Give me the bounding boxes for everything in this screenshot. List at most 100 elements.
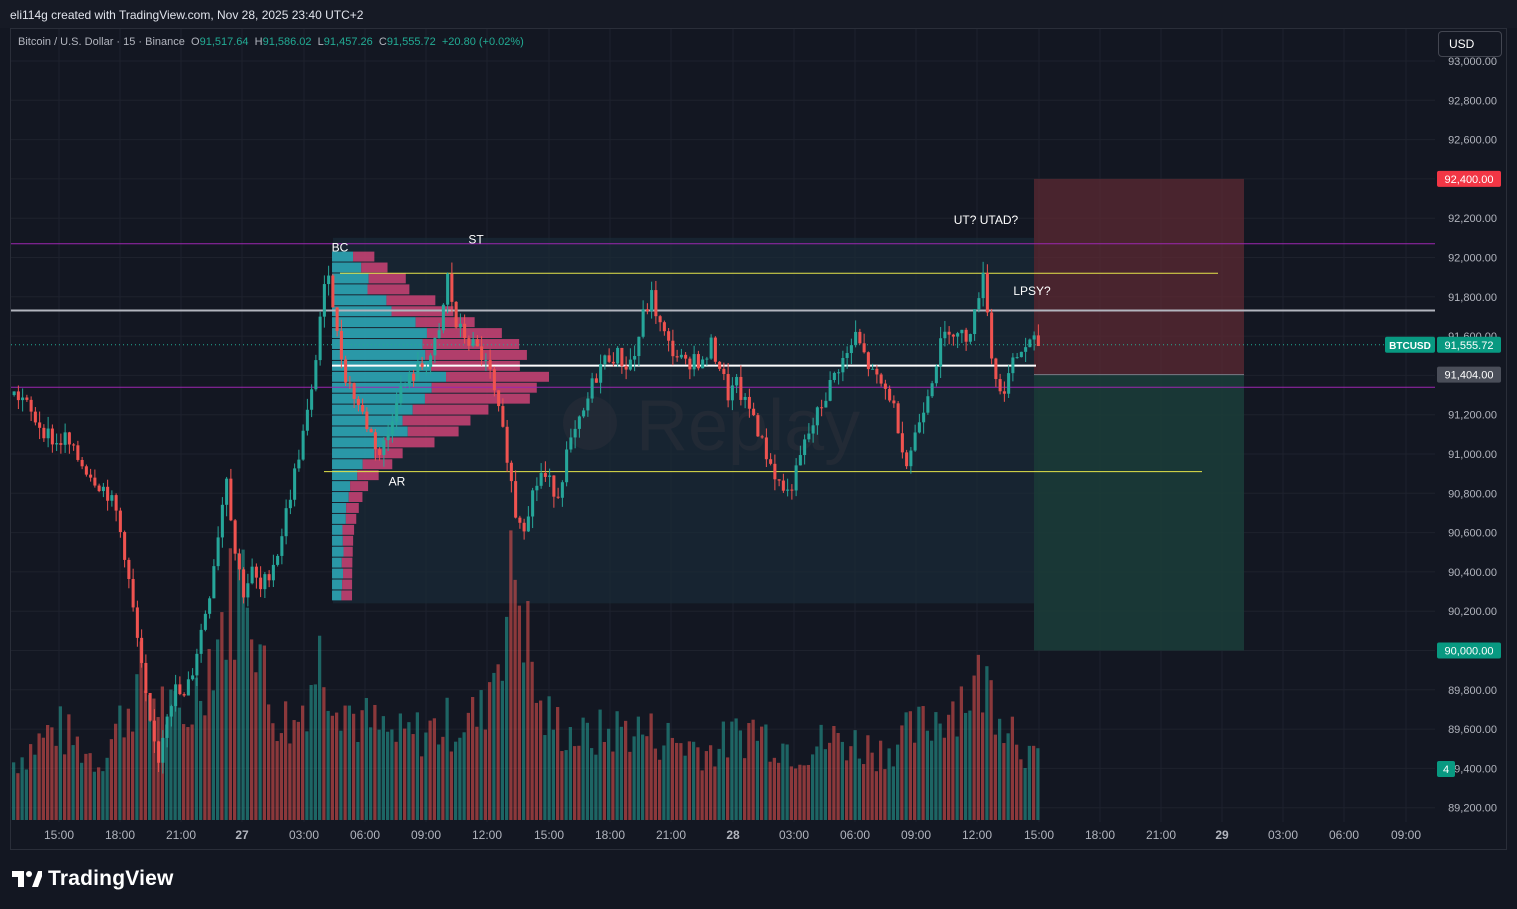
volume-bar — [590, 748, 594, 820]
low-label: L — [317, 36, 324, 48]
price-tick-label: 92,200.00 — [1448, 213, 1497, 225]
candle-body — [344, 359, 348, 383]
candle-body — [152, 720, 156, 742]
volume-bar — [517, 605, 521, 820]
volume-bar — [54, 745, 58, 820]
candle-body — [463, 323, 467, 339]
candle-body — [713, 337, 717, 362]
candle-body — [390, 421, 394, 435]
volume-bar — [568, 727, 572, 820]
time-tick-label: 12:00 — [472, 828, 502, 842]
vp-down-bar — [342, 535, 354, 546]
vp-up-bar — [332, 273, 369, 284]
candle-body — [815, 407, 819, 426]
candle-body — [1011, 357, 1015, 374]
top-bar: eli114g created with TradingView.com, No… — [0, 0, 1517, 28]
volume-bar — [670, 737, 674, 820]
vp-down-bar — [341, 557, 353, 568]
vp-down-bar — [374, 448, 403, 459]
vp-down-bar — [431, 382, 537, 393]
volume-bar — [126, 708, 130, 820]
price-tick-label: 91,000.00 — [1448, 449, 1497, 461]
volume-bar — [530, 661, 534, 820]
candle-body — [212, 566, 216, 599]
candle-body — [250, 566, 254, 584]
annotation-label: UT? UTAD? — [954, 213, 1019, 227]
candle-body — [114, 495, 118, 511]
candle-body — [305, 409, 309, 431]
volume-bar — [428, 720, 432, 820]
volume-bar — [730, 721, 734, 820]
price-tick-label: 90,800.00 — [1448, 488, 1497, 500]
volume-bar — [313, 684, 317, 820]
time-tick-label: 06:00 — [840, 828, 870, 842]
vp-up-bar — [332, 317, 416, 328]
volume-bar — [58, 706, 62, 820]
time-tick-label: 03:00 — [289, 828, 319, 842]
price-badge — [1437, 336, 1501, 353]
candle-body — [1024, 347, 1028, 352]
time-tick-label: 15:00 — [1024, 828, 1054, 842]
volume-bar — [777, 762, 781, 820]
volume-bar — [1036, 748, 1040, 820]
volume-bar — [1019, 759, 1023, 820]
time-tick-label: 28 — [726, 828, 740, 842]
candle-body — [454, 301, 458, 328]
candle-body — [858, 331, 862, 344]
volume-bar — [33, 754, 37, 820]
volume-bar — [288, 743, 292, 820]
candle-body — [480, 346, 484, 361]
volume-bar — [913, 742, 917, 820]
candle-body — [424, 366, 428, 368]
vp-up-bar — [332, 349, 426, 360]
volume-bar — [284, 701, 288, 820]
volume-bar — [347, 705, 351, 820]
close-label: C — [378, 36, 387, 48]
volume-bar — [479, 690, 483, 820]
candle-body — [628, 359, 632, 370]
price-badge-text: 91,555.72 — [1445, 340, 1494, 352]
volume-bar — [832, 725, 836, 820]
volume-bar — [369, 727, 373, 820]
volume-bar — [772, 757, 776, 820]
volume-bar — [415, 712, 419, 820]
candle-body — [756, 415, 760, 437]
volume-bar — [738, 730, 742, 820]
annotation-label: LPSY? — [1013, 284, 1051, 298]
level-lines — [11, 243, 1435, 473]
candle-body — [327, 275, 331, 285]
vp-down-bar — [402, 415, 471, 426]
candle-body — [590, 378, 594, 399]
volume-bar — [879, 740, 883, 820]
vp-up-bar — [332, 535, 343, 546]
time-tick-label: 18:00 — [105, 828, 135, 842]
volume-bar — [20, 757, 24, 820]
candle-body — [50, 428, 54, 445]
vp-down-bar — [342, 524, 355, 535]
candle-body — [837, 372, 841, 374]
candle-body — [1007, 373, 1011, 394]
vp-down-bar — [422, 339, 520, 349]
candle-body — [297, 459, 301, 469]
currency-button[interactable]: USD — [1438, 31, 1502, 57]
candle-body — [33, 411, 37, 423]
volume-bar — [853, 730, 857, 820]
time-tick-label: 03:00 — [779, 828, 809, 842]
vp-up-bar — [332, 371, 447, 382]
candle-body — [67, 432, 71, 445]
volume-bar — [785, 744, 789, 820]
candle-body — [684, 354, 688, 359]
candle-body — [471, 339, 475, 346]
volume-bar — [959, 686, 963, 820]
vp-down-bar — [424, 393, 530, 404]
volume-bar — [114, 723, 118, 820]
vp-down-bar — [407, 426, 459, 437]
candle-body — [42, 427, 46, 439]
volume-bar — [165, 724, 169, 820]
tradingview-brand[interactable]: TradingView — [12, 867, 174, 890]
candle-body — [46, 428, 50, 439]
volume-bar — [649, 713, 653, 820]
change-value: +20.80 (+0.02%) — [441, 36, 524, 48]
candle-body — [760, 436, 764, 438]
